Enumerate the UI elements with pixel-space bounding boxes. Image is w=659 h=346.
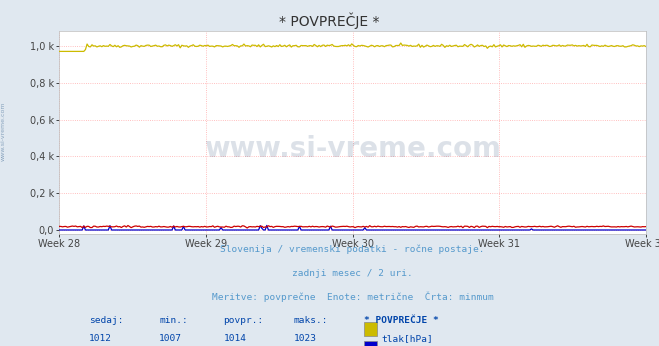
Text: Meritve: povprečne  Enote: metrične  Črta: minmum: Meritve: povprečne Enote: metrične Črta:… xyxy=(212,292,494,302)
Text: min.:: min.: xyxy=(159,316,188,325)
Text: povpr.:: povpr.: xyxy=(223,316,264,325)
Text: zadnji mesec / 2 uri.: zadnji mesec / 2 uri. xyxy=(292,268,413,277)
Text: www.si-vreme.com: www.si-vreme.com xyxy=(1,102,6,161)
Text: maks.:: maks.: xyxy=(294,316,328,325)
Text: 1014: 1014 xyxy=(223,335,246,344)
Text: 1023: 1023 xyxy=(294,335,317,344)
Text: tlak[hPa]: tlak[hPa] xyxy=(382,335,434,344)
Text: * POVPREČJE *: * POVPREČJE * xyxy=(364,316,439,325)
Text: Slovenija / vremenski podatki - ročne postaje.: Slovenija / vremenski podatki - ročne po… xyxy=(220,244,485,254)
Bar xyxy=(364,322,377,336)
Text: www.si-vreme.com: www.si-vreme.com xyxy=(204,135,501,163)
Text: 1007: 1007 xyxy=(159,335,182,344)
Text: 1012: 1012 xyxy=(88,335,111,344)
Text: * POVPREČJE *: * POVPREČJE * xyxy=(279,12,380,29)
Text: sedaj:: sedaj: xyxy=(88,316,123,325)
Bar xyxy=(364,340,377,346)
